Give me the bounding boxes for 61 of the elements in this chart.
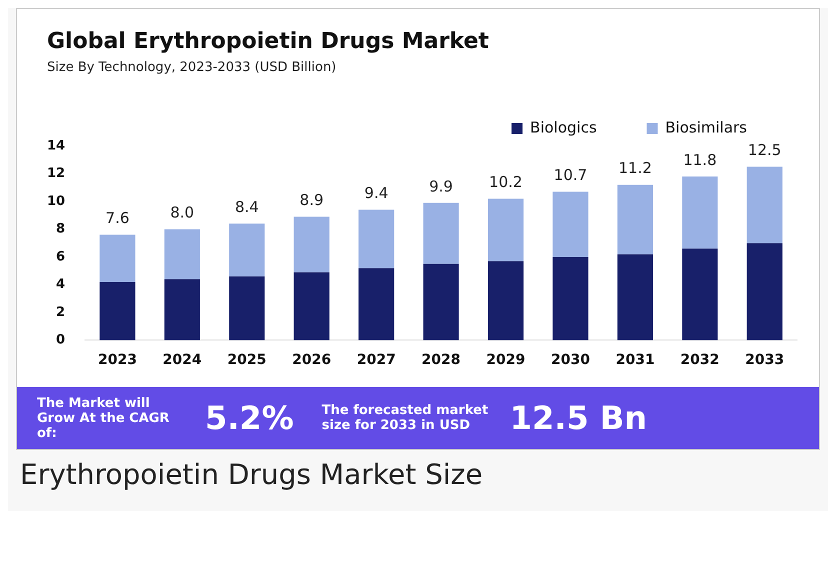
x-tick-label: 2024 [162,352,202,368]
total-label: 7.6 [106,209,130,228]
text: The Market will Grow At the CAGR of: [37,396,170,440]
bar [488,198,524,262]
legend-label: Biosimilars [665,118,748,136]
bar [358,268,394,340]
bar [294,216,330,272]
bar [682,248,718,340]
total-label: 8.4 [234,198,259,216]
bar [229,276,265,340]
bar [294,272,330,340]
bar [164,229,200,280]
total-label: 8.9 [300,191,324,210]
text: Erythropoietin Drugs Market Size [19,457,484,493]
y-tick-label: 12 [46,166,66,182]
x-tick-label: 2029 [486,352,526,368]
text: The forecasted market size for 2033 in USD [322,403,490,433]
y-tick-label: 10 [46,194,66,209]
bar [229,224,265,276]
text: 5.2% [205,399,294,437]
bar [100,282,136,340]
text: 12.5 Bn [510,399,648,437]
total-label: 10.2 [489,173,522,192]
y-tick-label: 4 [56,277,66,292]
total-label: 12.5 [748,141,782,160]
total-label: 8.0 [170,204,194,222]
x-tick-label: 2027 [356,352,396,368]
bar [552,192,588,257]
chart-subtitle: Size By Technology, 2023-2033 (USD Billion) [46,60,338,75]
total-label: 10.7 [554,166,588,184]
chart-title: Global Erythropoietin Drugs Market [46,29,490,54]
bar [423,264,459,340]
x-tick-label: 2026 [292,352,332,368]
y-tick-label: 2 [56,304,66,320]
x-tick-label: 2031 [616,352,655,368]
x-tick-label: 2025 [227,352,266,368]
y-tick-label: 0 [56,332,66,348]
bar [358,210,394,268]
y-tick-label: 8 [56,222,66,237]
bar [617,184,653,254]
bar [488,261,524,340]
bar [617,254,653,340]
bar [164,279,200,340]
y-tick-label: 6 [56,249,66,264]
x-tick-label: 2028 [422,352,461,368]
bar [682,176,718,249]
bar [423,202,459,264]
bar [746,166,782,244]
total-label: 9.9 [429,177,453,196]
legend-label: Biologics [530,118,597,136]
x-tick-label: 2033 [745,352,784,368]
total-label: 11.8 [683,150,717,169]
bar [746,243,782,340]
y-tick-label: 14 [46,138,66,154]
bar [100,234,136,282]
bar [552,256,588,340]
x-tick-label: 2032 [680,352,720,368]
x-tick-label: 2023 [98,352,137,368]
x-tick-label: 2030 [551,352,590,368]
total-label: 9.4 [364,184,388,202]
total-label: 11.2 [618,159,652,178]
